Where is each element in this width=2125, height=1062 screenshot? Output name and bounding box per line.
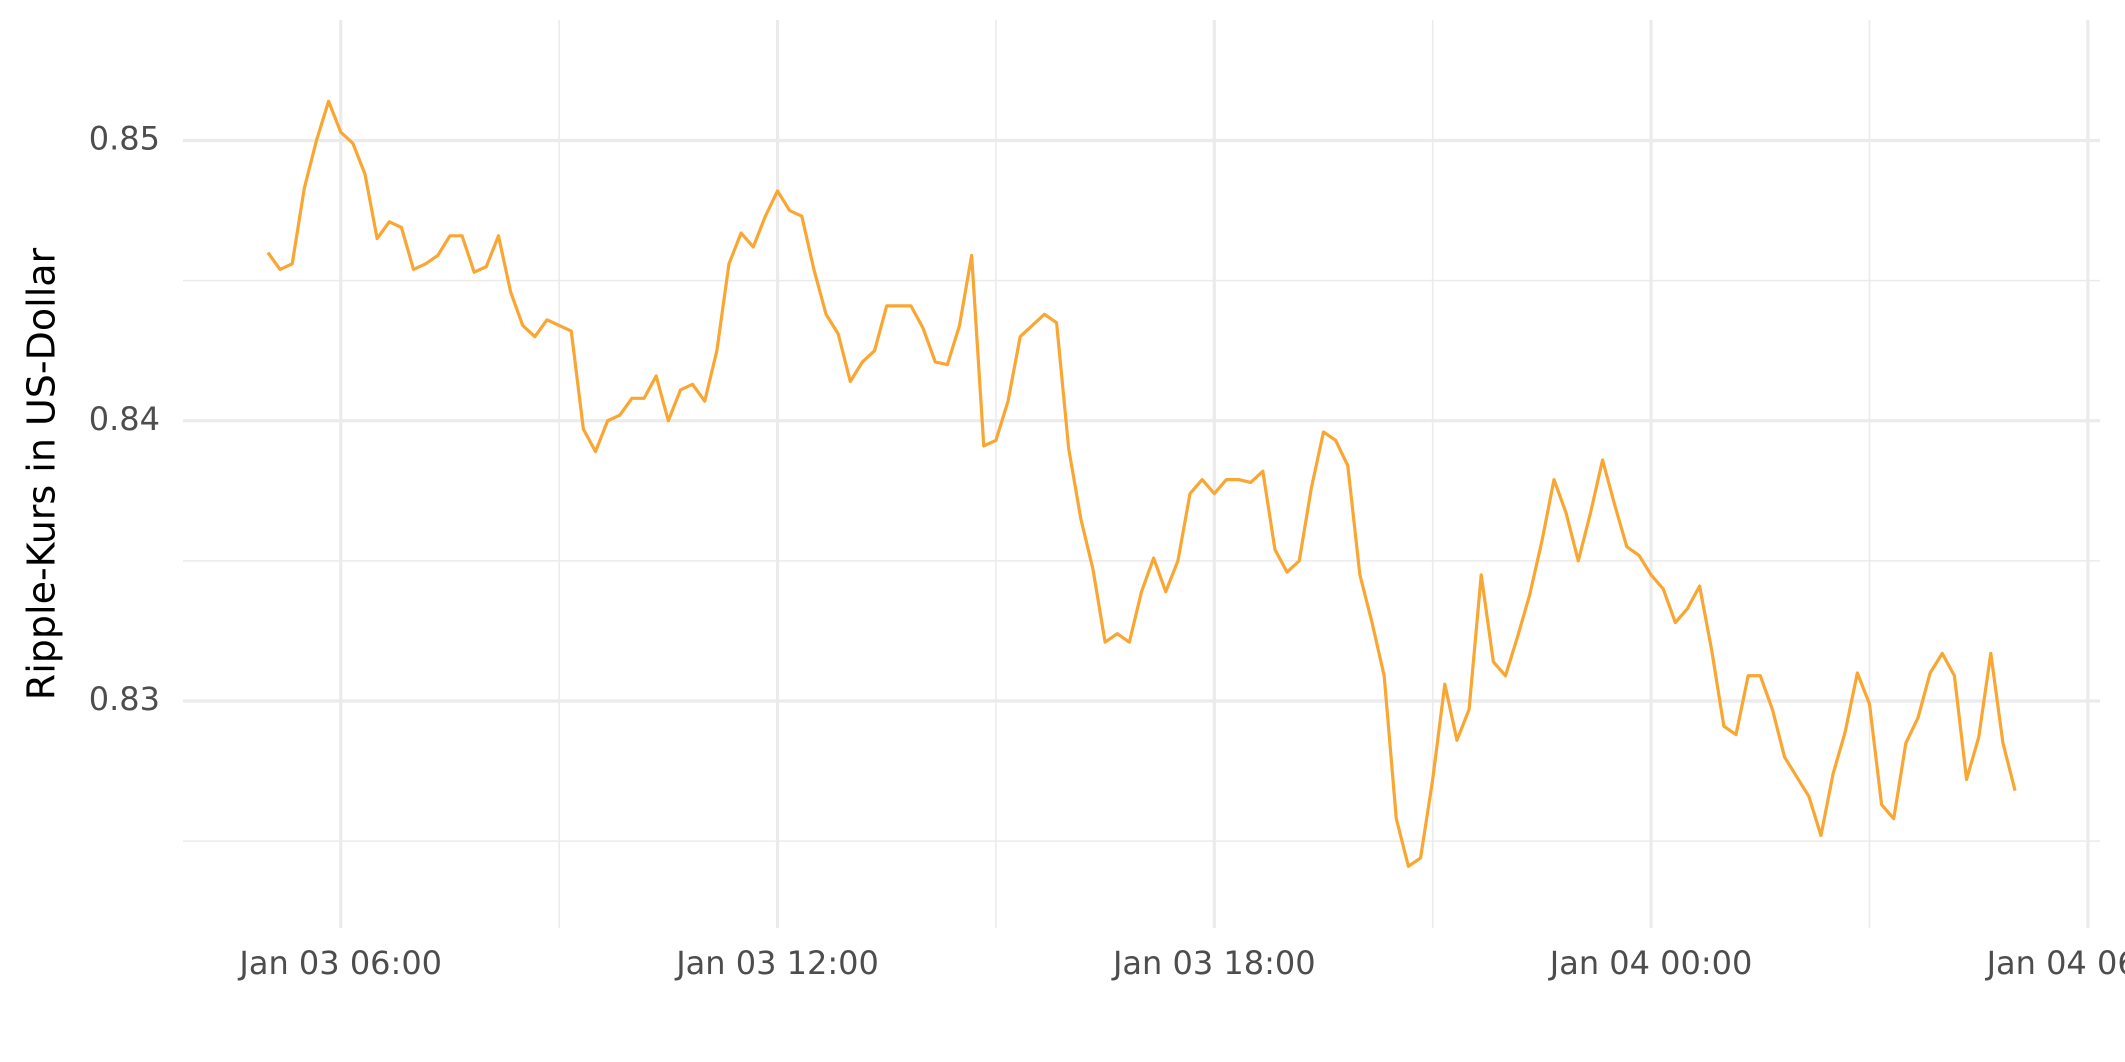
- x-tick-label: Jan 04 00:00: [1548, 944, 1753, 982]
- x-tick-label: Jan 03 06:00: [237, 944, 442, 982]
- price-line: [266, 99, 2017, 868]
- y-axis-title: Ripple-Kurs in US-Dollar: [20, 247, 64, 700]
- x-tick-label: Jan 04 06:00: [1985, 944, 2125, 982]
- x-tick-label: Jan 03 18:00: [1111, 944, 1316, 982]
- y-tick-label: 0.85: [89, 120, 160, 158]
- y-tick-label: 0.83: [89, 680, 160, 718]
- y-tick-label: 0.84: [89, 400, 160, 438]
- x-tick-label: Jan 03 12:00: [674, 944, 879, 982]
